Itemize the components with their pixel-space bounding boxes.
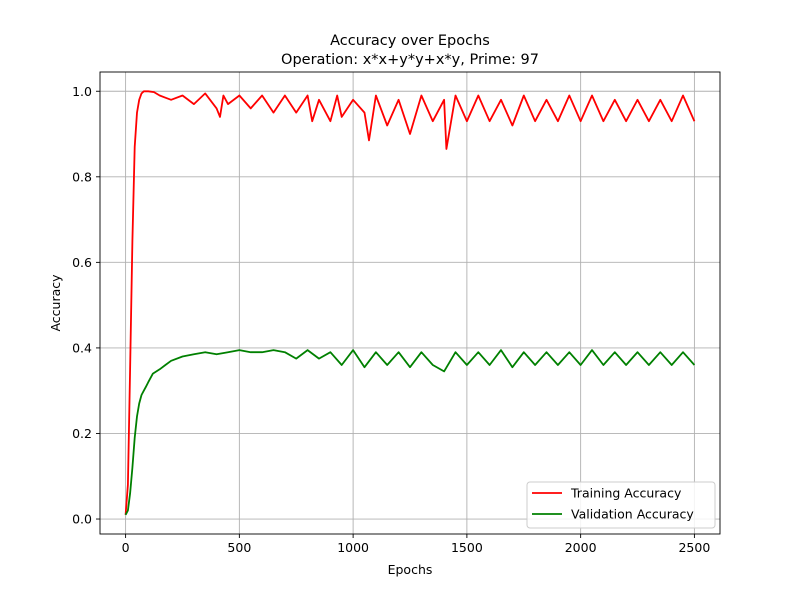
y-tick-label: 0.8 [72, 169, 92, 184]
legend: Training Accuracy Validation Accuracy [526, 481, 716, 529]
y-tick-label: 0.2 [72, 426, 92, 441]
x-tick-label: 1000 [337, 540, 369, 555]
legend-label-training: Training Accuracy [570, 486, 682, 501]
training-accuracy-line [124, 90, 696, 515]
legend-label-validation: Validation Accuracy [571, 507, 694, 522]
plot-lines [124, 90, 696, 516]
chart-subtitle: Operation: x*x+y*y+x*y, Prime: 97 [281, 52, 539, 68]
axes-frame [99, 71, 721, 535]
x-tick-label: 2000 [565, 540, 597, 555]
grid [100, 72, 720, 534]
x-axis-label: Epochs [388, 562, 433, 577]
x-tick-label: 2500 [678, 540, 710, 555]
y-tick-label: 1.0 [72, 84, 92, 99]
validation-accuracy-line [124, 349, 696, 516]
x-tick-label: 500 [227, 540, 251, 555]
y-tick-label: 0.0 [72, 512, 92, 527]
x-tick-label: 0 [122, 540, 130, 555]
x-tick-label: 1500 [451, 540, 483, 555]
y-tick-label: 0.6 [72, 255, 92, 270]
axis-ticks: 0 500 1000 1500 2000 2500 0.0 0.2 0.4 0.6 0.8 1.0 [72, 84, 710, 555]
y-tick-label: 0.4 [72, 340, 92, 355]
legend-box [526, 481, 716, 529]
chart-title: Accuracy over Epochs [330, 33, 490, 49]
y-axis-label: Accuracy [48, 274, 63, 332]
